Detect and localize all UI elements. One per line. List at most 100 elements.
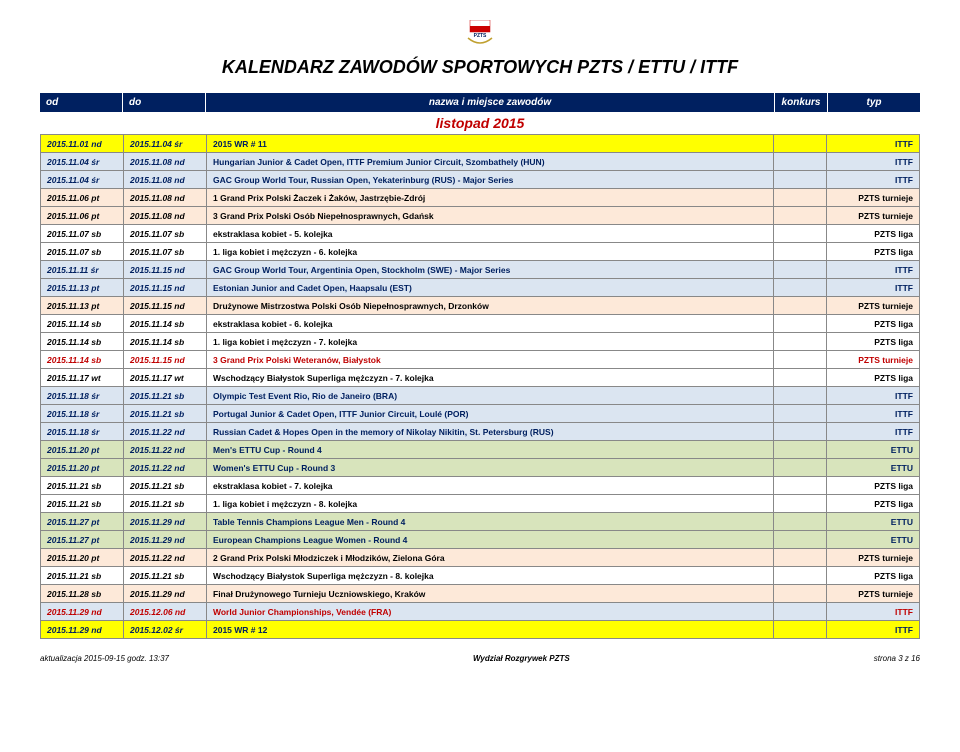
table-cell: 2015.11.06 pt xyxy=(41,189,124,207)
table-cell: PZTS turnieje xyxy=(827,297,920,315)
header-od: od xyxy=(40,93,123,112)
table-cell: 2015.11.18 śr xyxy=(41,405,124,423)
table-row: 2015.11.18 śr2015.11.21 sbPortugal Junio… xyxy=(41,405,920,423)
table-cell: 2015.12.06 nd xyxy=(124,603,207,621)
svg-text:PZTS: PZTS xyxy=(474,33,487,39)
table-cell xyxy=(774,495,827,513)
table-cell: Estonian Junior and Cadet Open, Haapsalu… xyxy=(207,279,774,297)
table-cell: Men's ETTU Cup - Round 4 xyxy=(207,441,774,459)
table-row: 2015.11.01 nd2015.11.04 śr2015 WR # 11IT… xyxy=(41,135,920,153)
table-cell: 2015.11.22 nd xyxy=(124,549,207,567)
table-cell xyxy=(774,225,827,243)
table-cell: Wschodzący Białystok Superliga mężczyzn … xyxy=(207,369,774,387)
table-cell: ITTF xyxy=(827,405,920,423)
table-cell: 2015.11.20 pt xyxy=(41,441,124,459)
header-nazwa: nazwa i miejsce zawodów xyxy=(206,93,775,112)
table-cell: 2015.11.29 nd xyxy=(41,603,124,621)
table-cell: 2015.11.20 pt xyxy=(41,549,124,567)
table-cell xyxy=(774,477,827,495)
table-row: 2015.11.21 sb2015.11.21 sbWschodzący Bia… xyxy=(41,567,920,585)
table-cell xyxy=(774,351,827,369)
table-cell: PZTS liga xyxy=(827,369,920,387)
table-cell: PZTS turnieje xyxy=(827,207,920,225)
table-cell xyxy=(774,261,827,279)
table-cell xyxy=(774,279,827,297)
footer-right: strona 3 z 16 xyxy=(874,654,920,663)
table-cell: 2015.11.06 pt xyxy=(41,207,124,225)
table-row: 2015.11.14 sb2015.11.14 sb1. liga kobiet… xyxy=(41,333,920,351)
table-cell: 2015.11.14 sb xyxy=(124,315,207,333)
table-cell: ITTF xyxy=(827,153,920,171)
table-cell: ekstraklasa kobiet - 6. kolejka xyxy=(207,315,774,333)
table-cell: ITTF xyxy=(827,135,920,153)
table-cell: PZTS turnieje xyxy=(827,585,920,603)
table-row: 2015.11.29 nd2015.12.02 śr2015 WR # 12IT… xyxy=(41,621,920,639)
table-row: 2015.11.18 śr2015.11.21 sbOlympic Test E… xyxy=(41,387,920,405)
table-cell: Hungarian Junior & Cadet Open, ITTF Prem… xyxy=(207,153,774,171)
table-cell: PZTS liga xyxy=(827,567,920,585)
table-cell: 2015.11.04 śr xyxy=(41,171,124,189)
table-cell: 3 Grand Prix Polski Osób Niepełnosprawny… xyxy=(207,207,774,225)
table-cell: ITTF xyxy=(827,171,920,189)
table-row: 2015.11.11 śr2015.11.15 ndGAC Group Worl… xyxy=(41,261,920,279)
table-row: 2015.11.07 sb2015.11.07 sbekstraklasa ko… xyxy=(41,225,920,243)
table-cell: 2015.11.21 sb xyxy=(124,495,207,513)
table-cell: 2015.11.04 śr xyxy=(41,153,124,171)
table-cell: PZTS turnieje xyxy=(827,189,920,207)
table-cell: 2015.11.29 nd xyxy=(41,621,124,639)
table-cell: 2015.11.07 sb xyxy=(41,225,124,243)
table-row: 2015.11.18 śr2015.11.22 ndRussian Cadet … xyxy=(41,423,920,441)
table-cell: PZTS liga xyxy=(827,495,920,513)
table-cell xyxy=(774,621,827,639)
table-cell: ITTF xyxy=(827,279,920,297)
table-cell: 2015.11.18 śr xyxy=(41,387,124,405)
table-cell: ITTF xyxy=(827,423,920,441)
table-row: 2015.11.20 pt2015.11.22 ndMen's ETTU Cup… xyxy=(41,441,920,459)
table-cell xyxy=(774,135,827,153)
table-cell: Olympic Test Event Rio, Rio de Janeiro (… xyxy=(207,387,774,405)
table-row: 2015.11.27 pt2015.11.29 ndTable Tennis C… xyxy=(41,513,920,531)
table-cell xyxy=(774,297,827,315)
table-row: 2015.11.20 pt2015.11.22 ndWomen's ETTU C… xyxy=(41,459,920,477)
table-cell: PZTS liga xyxy=(827,225,920,243)
table-cell xyxy=(774,171,827,189)
table-row: 2015.11.27 pt2015.11.29 ndEuropean Champ… xyxy=(41,531,920,549)
table-cell xyxy=(774,333,827,351)
table-cell xyxy=(774,315,827,333)
table-cell xyxy=(774,549,827,567)
table-cell: Finał Drużynowego Turnieju Uczniowskiego… xyxy=(207,585,774,603)
table-row: 2015.11.28 sb2015.11.29 ndFinał Drużynow… xyxy=(41,585,920,603)
table-cell: 2015.12.02 śr xyxy=(124,621,207,639)
footer-center: Wydział Rozgrywek PZTS xyxy=(473,654,570,663)
table-cell: 2015.11.15 nd xyxy=(124,261,207,279)
table-row: 2015.11.29 nd2015.12.06 ndWorld Junior C… xyxy=(41,603,920,621)
header-typ: typ xyxy=(828,93,920,112)
table-cell xyxy=(774,531,827,549)
table-row: 2015.11.21 sb2015.11.21 sbekstraklasa ko… xyxy=(41,477,920,495)
table-cell: PZTS liga xyxy=(827,477,920,495)
table-cell: ETTU xyxy=(827,531,920,549)
table-cell: PZTS liga xyxy=(827,243,920,261)
table-cell: PZTS turnieje xyxy=(827,351,920,369)
page-title: KALENDARZ ZAWODÓW SPORTOWYCH PZTS / ETTU… xyxy=(40,57,920,78)
table-cell: 2015.11.07 sb xyxy=(124,243,207,261)
table-cell: ITTF xyxy=(827,621,920,639)
table-cell xyxy=(774,387,827,405)
table-cell: 2015.11.07 sb xyxy=(41,243,124,261)
table-cell: Portugal Junior & Cadet Open, ITTF Junio… xyxy=(207,405,774,423)
table-cell: 2015.11.18 śr xyxy=(41,423,124,441)
table-cell xyxy=(774,441,827,459)
table-cell: 2015.11.29 nd xyxy=(124,585,207,603)
table-cell: Drużynowe Mistrzostwa Polski Osób Niepeł… xyxy=(207,297,774,315)
table-cell: 1 Grand Prix Polski Żaczek i Żaków, Jast… xyxy=(207,189,774,207)
table-cell: 3 Grand Prix Polski Weteranów, Białystok xyxy=(207,351,774,369)
table-cell: ekstraklasa kobiet - 7. kolejka xyxy=(207,477,774,495)
footer-left: aktualizacja 2015-09-15 godz. 13:37 xyxy=(40,654,169,663)
table-cell: 2015.11.22 nd xyxy=(124,423,207,441)
table-cell: 1. liga kobiet i mężczyzn - 6. kolejka xyxy=(207,243,774,261)
table-cell: ETTU xyxy=(827,459,920,477)
table-cell: GAC Group World Tour, Argentinia Open, S… xyxy=(207,261,774,279)
table-cell: 2015.11.29 nd xyxy=(124,531,207,549)
table-cell: 2015.11.21 sb xyxy=(124,387,207,405)
table-cell: 2015.11.07 sb xyxy=(124,225,207,243)
